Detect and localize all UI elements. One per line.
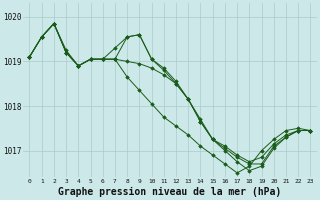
- X-axis label: Graphe pression niveau de la mer (hPa): Graphe pression niveau de la mer (hPa): [58, 186, 282, 197]
